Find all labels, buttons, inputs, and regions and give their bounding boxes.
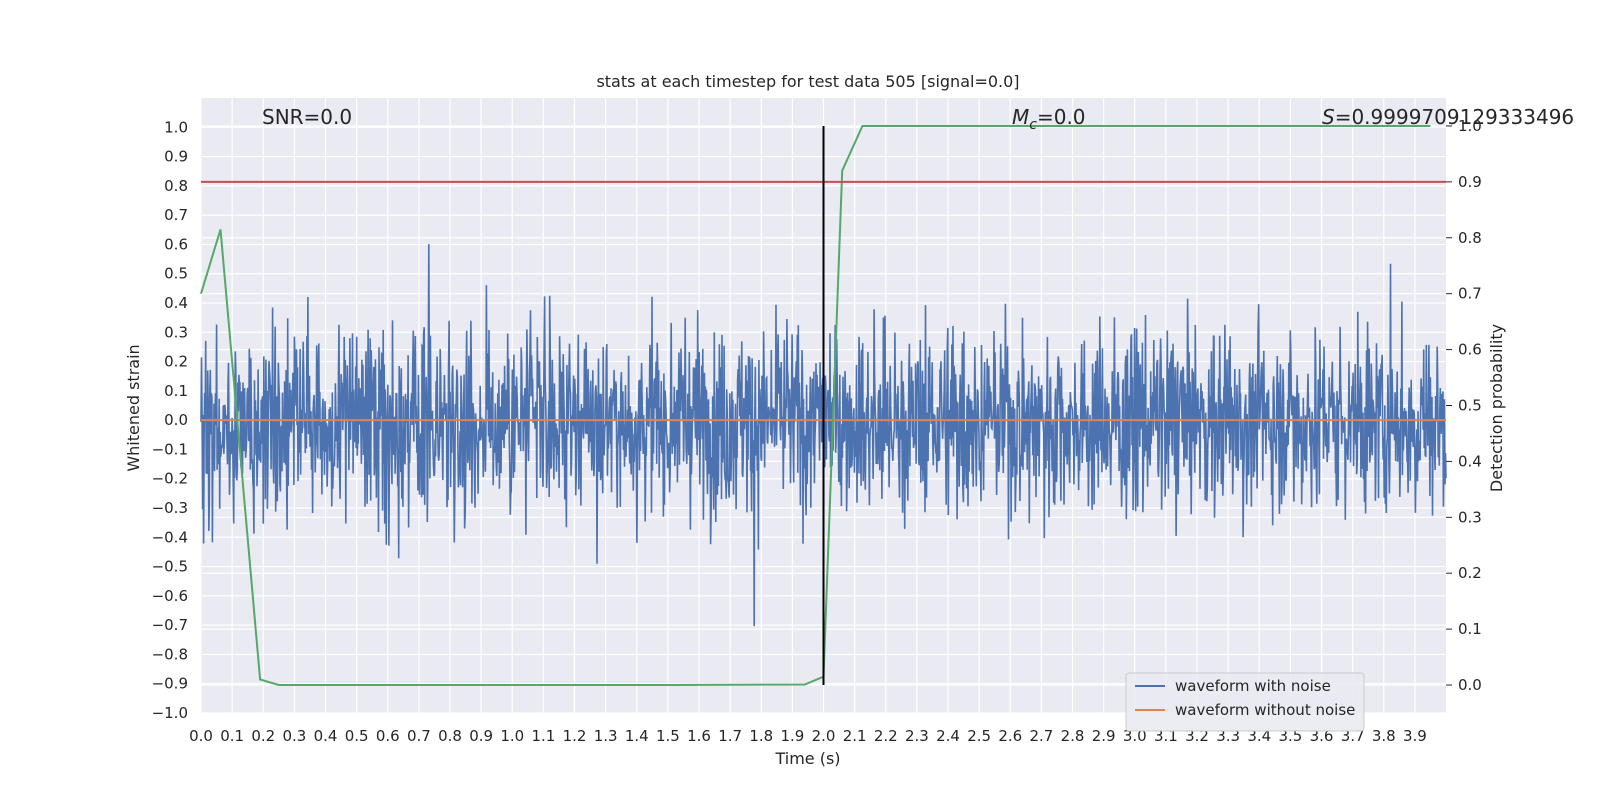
x-tick-label: 1.8 bbox=[749, 727, 773, 745]
y-tick-label: 0.8 bbox=[164, 177, 188, 195]
x-tick-label: 0.6 bbox=[376, 727, 400, 745]
x-tick-label: 1.2 bbox=[563, 727, 587, 745]
y2-tick-label: 0.5 bbox=[1458, 397, 1482, 415]
x-tick-label: 2.1 bbox=[843, 727, 867, 745]
x-tick-label: 2.8 bbox=[1061, 727, 1085, 745]
x-axis-label: Time (s) bbox=[774, 749, 840, 768]
y-tick-label: 0.4 bbox=[164, 294, 188, 312]
y-tick-label: −0.3 bbox=[152, 499, 188, 517]
s-symbol: S bbox=[1322, 105, 1335, 129]
x-tick-label: 0.7 bbox=[407, 727, 431, 745]
y2-axis-ticks: 1.0 0.9 0.8 0.7 0.6 0.5 0.4 0.3 0.2 0.1 0.0 bbox=[1446, 117, 1482, 694]
x-tick-label: 2.9 bbox=[1092, 727, 1116, 745]
mc-subscript: c bbox=[1029, 117, 1037, 133]
x-tick-label: 2.7 bbox=[1029, 727, 1053, 745]
y-tick-label: −0.8 bbox=[152, 645, 188, 663]
x-tick-label: 1.9 bbox=[780, 727, 804, 745]
y2-tick-label: 0.3 bbox=[1458, 508, 1482, 526]
y2-tick-label: 0.8 bbox=[1458, 229, 1482, 247]
x-tick-label: 2.3 bbox=[905, 727, 929, 745]
x-tick-label: 0.9 bbox=[469, 727, 493, 745]
y2-tick-label: 0.2 bbox=[1458, 564, 1482, 582]
x-tick-label: 1.4 bbox=[625, 727, 649, 745]
y-tick-label: −0.1 bbox=[152, 440, 188, 458]
series-lines bbox=[200, 125, 1446, 686]
x-tick-label: 0.2 bbox=[251, 727, 275, 745]
x-tick-label: 2.0 bbox=[812, 727, 836, 745]
x-tick-label: 3.9 bbox=[1403, 727, 1427, 745]
y-tick-label: 0.3 bbox=[164, 323, 188, 341]
y-tick-label: 0.2 bbox=[164, 353, 188, 371]
x-tick-label: 1.5 bbox=[656, 727, 680, 745]
legend-label-clean: waveform without noise bbox=[1175, 701, 1355, 719]
x-tick-label: 1.3 bbox=[594, 727, 618, 745]
legend: waveform with noise waveform without noi… bbox=[1125, 672, 1365, 732]
y2-axis-label: Detection probability bbox=[1487, 324, 1506, 492]
snr-annotation: SNR=0.0 bbox=[262, 105, 352, 129]
y-tick-label: −0.7 bbox=[152, 616, 188, 634]
y2-tick-label: 1.0 bbox=[1458, 117, 1482, 135]
detection-probability-line bbox=[200, 125, 1431, 686]
y-tick-label: −0.4 bbox=[152, 528, 188, 546]
y2-tick-label: 0.4 bbox=[1458, 452, 1482, 470]
x-tick-label: 0.1 bbox=[220, 727, 244, 745]
y-tick-label: 0.6 bbox=[164, 235, 188, 253]
y-tick-label: 0.7 bbox=[164, 206, 188, 224]
x-tick-label: 1.7 bbox=[718, 727, 742, 745]
x-tick-label: 1.0 bbox=[500, 727, 524, 745]
y-tick-label: 0.9 bbox=[164, 148, 188, 166]
y2-tick-label: 0.0 bbox=[1458, 676, 1482, 694]
y-tick-label: 0.0 bbox=[164, 411, 188, 429]
y2-tick-label: 0.1 bbox=[1458, 620, 1482, 638]
y-tick-label: −0.9 bbox=[152, 675, 188, 693]
legend-box bbox=[1125, 672, 1365, 732]
x-tick-label: 3.8 bbox=[1372, 727, 1396, 745]
x-tick-label: 0.4 bbox=[314, 727, 338, 745]
x-tick-label: 1.6 bbox=[687, 727, 711, 745]
x-tick-label: 1.1 bbox=[531, 727, 555, 745]
chart-title: stats at each timestep for test data 505… bbox=[596, 72, 1019, 91]
x-tick-label: 0.8 bbox=[438, 727, 462, 745]
x-tick-label: 0.0 bbox=[189, 727, 213, 745]
s-annotation: S=0.9999709129333496 bbox=[1322, 105, 1574, 129]
y2-tick-label: 0.6 bbox=[1458, 341, 1482, 359]
x-tick-label: 2.5 bbox=[967, 727, 991, 745]
x-tick-label: 2.2 bbox=[874, 727, 898, 745]
y-axis-ticks: 1.0 0.9 0.8 0.7 0.6 0.5 0.4 0.3 0.2 0.1 0.0 −0.1 −0.… bbox=[152, 118, 188, 722]
x-tick-label: 0.3 bbox=[282, 727, 306, 745]
s-value: =0.9999709129333496 bbox=[1335, 105, 1574, 129]
mc-symbol: M bbox=[1012, 105, 1029, 129]
x-tick-label: 2.6 bbox=[998, 727, 1022, 745]
y-tick-label: 0.1 bbox=[164, 382, 188, 400]
mc-value: =0.0 bbox=[1037, 105, 1086, 129]
y-tick-label: −0.2 bbox=[152, 470, 188, 488]
y-axis-label: Whitened strain bbox=[124, 344, 143, 471]
mc-annotation: Mc=0.0 bbox=[1012, 105, 1086, 133]
y2-tick-label: 0.9 bbox=[1458, 173, 1482, 191]
y-tick-label: 1.0 bbox=[164, 118, 188, 136]
y2-tick-label: 0.7 bbox=[1458, 285, 1482, 303]
y-tick-label: 0.5 bbox=[164, 265, 188, 283]
x-tick-label: 2.4 bbox=[936, 727, 960, 745]
x-tick-label: 0.5 bbox=[345, 727, 369, 745]
y-tick-label: −1.0 bbox=[152, 704, 188, 722]
y-tick-label: −0.6 bbox=[152, 587, 188, 605]
legend-label-noise: waveform with noise bbox=[1175, 677, 1331, 695]
y-tick-label: −0.5 bbox=[152, 558, 188, 576]
